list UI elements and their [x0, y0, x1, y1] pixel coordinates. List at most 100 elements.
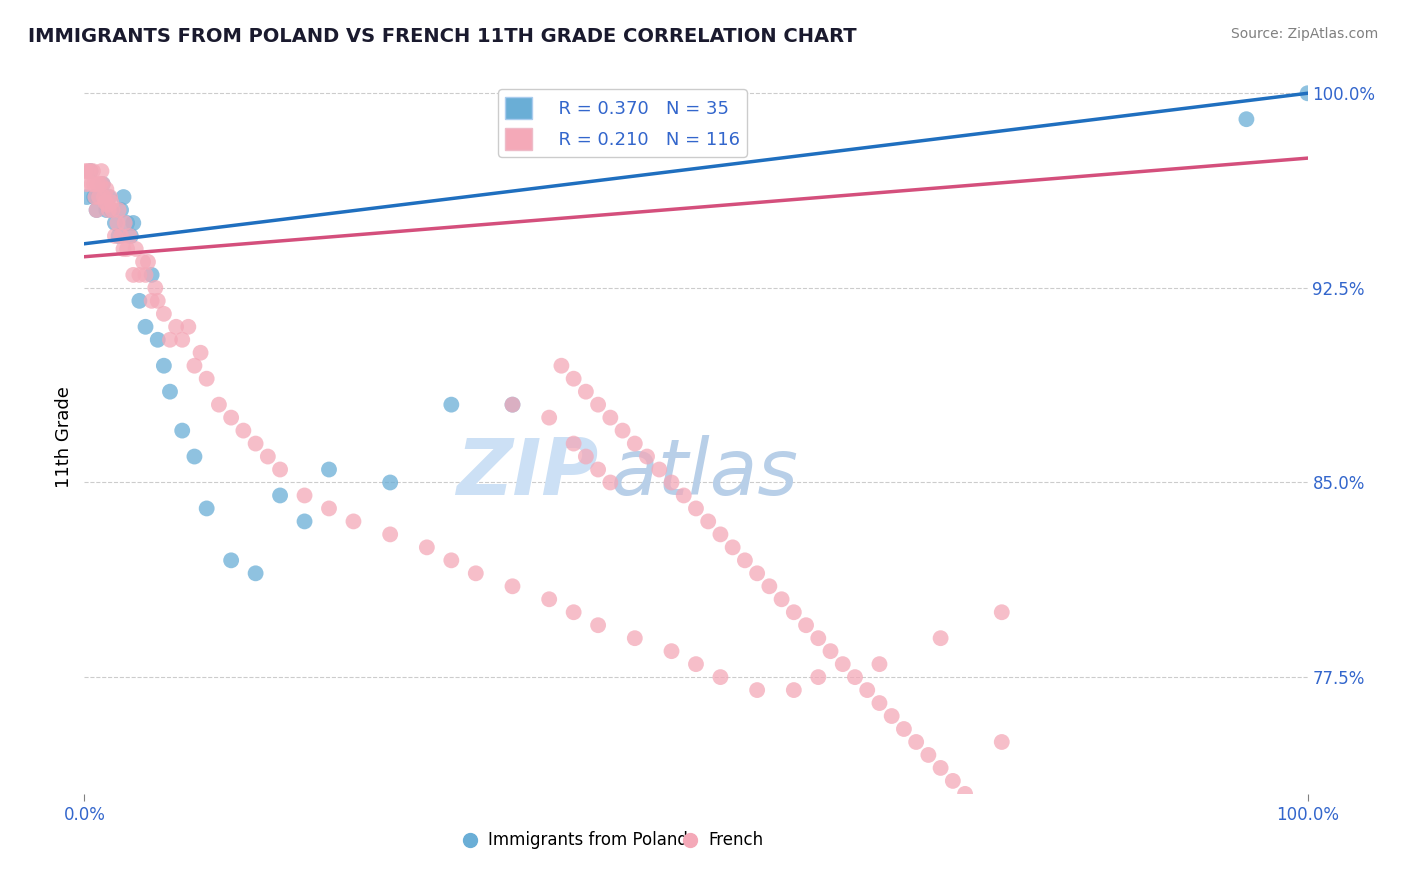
Point — [183, 450, 205, 464]
Point — [101, 202, 124, 217]
Point — [107, 202, 129, 217]
Point — [107, 229, 129, 244]
Point — [685, 657, 707, 672]
Point — [83, 177, 105, 191]
Point — [122, 216, 145, 230]
Point — [93, 190, 115, 204]
Point — [219, 410, 242, 425]
Point — [114, 216, 136, 230]
Point — [100, 202, 122, 217]
Point — [807, 631, 830, 645]
Point — [96, 182, 118, 196]
Point — [118, 229, 141, 244]
Point — [1236, 112, 1258, 127]
Point — [758, 579, 780, 593]
Point — [87, 190, 110, 204]
Point — [83, 190, 105, 204]
Point — [869, 696, 891, 710]
Point — [128, 268, 150, 282]
Point — [97, 202, 120, 217]
Text: Immigrants from Poland: Immigrants from Poland — [488, 831, 688, 849]
Point — [380, 475, 402, 490]
Point — [90, 164, 112, 178]
Point — [115, 242, 138, 256]
Point — [636, 450, 658, 464]
Point — [105, 216, 128, 230]
Point — [917, 747, 939, 762]
Point — [820, 644, 842, 658]
Point — [893, 722, 915, 736]
Point — [342, 515, 364, 529]
Point — [86, 202, 108, 217]
Point — [502, 579, 524, 593]
Point — [77, 164, 100, 178]
Point — [807, 670, 830, 684]
Point — [153, 307, 176, 321]
Text: Source: ZipAtlas.com: Source: ZipAtlas.com — [1230, 27, 1378, 41]
Point — [416, 541, 439, 555]
Point — [1296, 87, 1319, 101]
Point — [929, 631, 952, 645]
Point — [80, 177, 103, 191]
Point — [87, 177, 110, 191]
Point — [146, 333, 169, 347]
Point — [869, 657, 891, 672]
Point — [562, 605, 585, 619]
Point — [86, 202, 108, 217]
Point — [104, 216, 127, 230]
Point — [75, 164, 97, 178]
Point — [380, 527, 402, 541]
Point — [294, 488, 316, 502]
Point — [269, 462, 291, 476]
Point — [115, 216, 138, 230]
Point — [905, 735, 928, 749]
Point — [929, 761, 952, 775]
Point — [232, 424, 254, 438]
Point — [183, 359, 205, 373]
Point — [97, 198, 120, 212]
Point — [575, 450, 598, 464]
Point — [159, 333, 181, 347]
Point — [562, 436, 585, 450]
Text: French: French — [709, 831, 763, 849]
Point — [953, 787, 976, 801]
Point — [120, 229, 142, 244]
Point — [110, 202, 132, 217]
Point — [697, 515, 720, 529]
Point — [165, 319, 187, 334]
Point — [661, 475, 683, 490]
Point — [831, 657, 853, 672]
Point — [721, 541, 744, 555]
Point — [172, 424, 194, 438]
Point — [112, 190, 135, 204]
Point — [82, 164, 104, 178]
Point — [747, 683, 769, 698]
Point — [98, 190, 121, 204]
Point — [245, 566, 267, 581]
Text: IMMIGRANTS FROM POLAND VS FRENCH 11TH GRADE CORRELATION CHART: IMMIGRANTS FROM POLAND VS FRENCH 11TH GR… — [28, 27, 856, 45]
Point — [76, 190, 98, 204]
Point — [245, 436, 267, 450]
Point — [440, 398, 463, 412]
Point — [79, 164, 101, 178]
Point — [624, 436, 647, 450]
Point — [84, 190, 107, 204]
Point — [586, 618, 609, 632]
Point — [190, 345, 212, 359]
Point — [122, 268, 145, 282]
Point — [991, 735, 1014, 749]
Point — [794, 618, 817, 632]
Point — [97, 190, 120, 204]
Point — [91, 177, 114, 191]
Point — [257, 450, 280, 464]
Point — [612, 424, 634, 438]
Point — [747, 566, 769, 581]
Point — [538, 592, 561, 607]
Text: atlas: atlas — [610, 434, 799, 511]
Point — [195, 372, 218, 386]
Point — [135, 268, 157, 282]
Point — [318, 501, 340, 516]
Point — [586, 462, 609, 476]
Point — [318, 462, 340, 476]
Point — [502, 398, 524, 412]
